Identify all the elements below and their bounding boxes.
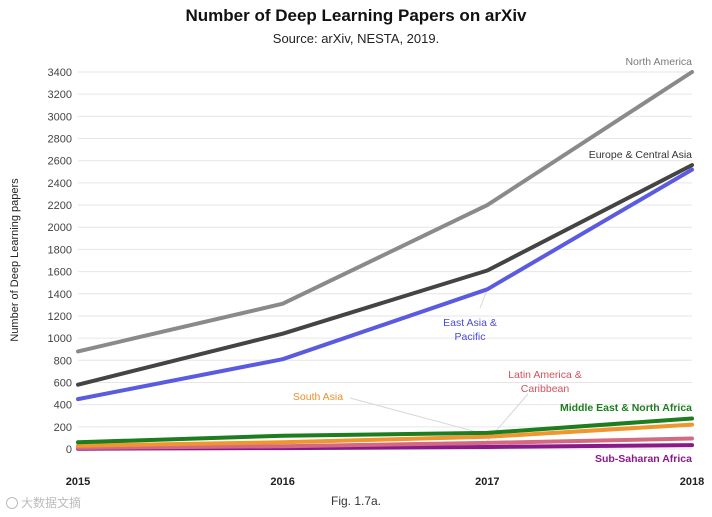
series-label: Middle East & North Africa (560, 402, 692, 414)
series-label: North America (625, 56, 692, 68)
x-tick-label: 2017 (475, 476, 499, 488)
y-axis-ticks: 0 200 400 600 800 1000 1200 1400 1600 1800 2000 220… (48, 67, 72, 456)
series-label: South Asia (293, 391, 343, 403)
x-tick-label: 2015 (66, 476, 90, 488)
series-label-line: East Asia & (443, 317, 497, 329)
y-tick-label: 0 (66, 444, 72, 456)
y-tick-label: 1400 (48, 289, 72, 301)
x-axis-ticks: 2015 2016 2017 2018 (66, 476, 704, 488)
series-lines (76, 70, 694, 451)
series-line-south-asia (76, 422, 694, 448)
series-label-line: Europe & Central Asia (589, 149, 692, 161)
chart-title: Number of Deep Learning Papers on arXiv (185, 6, 527, 25)
series-labels: North America Europe & Central Asia East A… (293, 56, 692, 465)
figure-caption: Fig. 1.7a. (330, 494, 382, 508)
series-line-latin-america-caribbean (76, 436, 694, 450)
label-leader-lines (349, 289, 529, 442)
y-tick-label: 400 (54, 400, 72, 412)
y-tick-label: 2600 (48, 156, 72, 168)
series-label-line: Caribbean (521, 383, 570, 395)
y-tick-label: 600 (54, 377, 72, 389)
series-label-line: South Asia (293, 391, 343, 403)
series-label-line: Sub-Saharan Africa (595, 453, 692, 465)
gridlines (78, 71, 692, 450)
series-line-north-america (76, 70, 694, 354)
series-label: Europe & Central Asia (589, 149, 692, 161)
series-label-line: Latin America & (508, 369, 582, 381)
leader-line (349, 397, 488, 436)
watermark-text: 大数据文摘 (21, 496, 82, 510)
series-label-line: Middle East & North Africa (560, 402, 692, 414)
y-tick-label: 1600 (48, 267, 72, 279)
series-label: Latin America & Caribbean (508, 369, 582, 395)
y-tick-label: 200 (54, 422, 72, 434)
series-label: Sub-Saharan Africa (595, 453, 692, 465)
y-tick-label: 1200 (48, 311, 72, 323)
y-axis-label: Number of Deep Learning papers (9, 178, 21, 342)
series-line-east-asia-pacific (76, 167, 694, 402)
x-tick-label: 2016 (270, 476, 294, 488)
series-line-middle-east-north-africa (76, 416, 694, 445)
y-tick-label: 2200 (48, 200, 72, 212)
y-tick-label: 2800 (48, 134, 72, 146)
y-tick-label: 2000 (48, 222, 72, 234)
y-tick-label: 3200 (48, 89, 72, 101)
y-tick-label: 800 (54, 355, 72, 367)
y-tick-label: 1000 (48, 333, 72, 345)
series-line-europe-central-asia (76, 163, 694, 387)
series-label-line: North America (625, 56, 692, 68)
y-tick-label: 1800 (48, 244, 72, 256)
y-tick-label: 3400 (48, 67, 72, 79)
watermark-logo-icon (6, 496, 18, 509)
series-label-line: Pacific (455, 331, 486, 343)
watermark: 大数据文摘 (6, 494, 81, 511)
y-tick-label: 3000 (48, 111, 72, 123)
leader-line (479, 289, 488, 309)
y-tick-label: 2400 (48, 178, 72, 190)
x-tick-label: 2018 (680, 476, 704, 488)
series-label: East Asia & Pacific (443, 317, 497, 343)
chart-subtitle: Source: arXiv, NESTA, 2019. (272, 31, 440, 46)
